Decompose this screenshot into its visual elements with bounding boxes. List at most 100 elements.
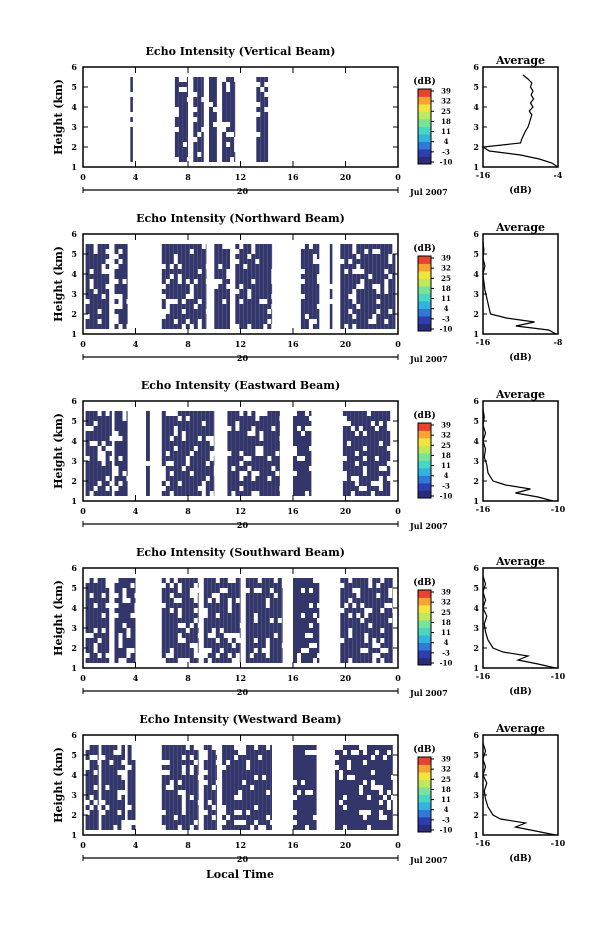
x-tick-label: 0 [395,840,401,850]
echo-cell [364,254,369,259]
echo-cell [113,770,118,775]
echo-cell [203,578,208,583]
echo-cell [93,299,98,304]
echo-cell [97,264,102,269]
echo-cell [264,137,269,142]
echo-cell [372,623,377,628]
echo-cell [222,289,227,294]
echo-cell [215,628,220,633]
echo-cell [230,127,235,132]
echo-cell [203,638,208,643]
echo-cell [387,785,391,790]
echo-cell [308,264,313,269]
echo-cell [300,314,305,319]
echo-cell [226,264,230,269]
echo-cell [165,638,170,643]
echo-cell [348,244,353,249]
echo-cell [309,456,312,461]
echo-cell [130,117,133,122]
echo-cell [312,244,317,249]
echo-cell [209,97,213,102]
echo-cell [213,476,215,481]
echo-block [85,745,99,830]
echo-cell [316,264,320,269]
echo-cell [368,653,373,658]
echo-cell [165,264,170,269]
echo-cell [89,765,94,770]
echo-cell [293,790,297,795]
echo-cell [126,319,128,324]
echo-cell [269,643,274,648]
echo-cell [173,309,178,314]
y-tick-label: 1 [71,663,77,673]
echo-cell [273,598,278,603]
echo-cell [344,304,349,309]
echo-cell [391,805,393,810]
echo-cell [226,309,230,314]
echo-cell [214,254,219,259]
echo-cell [275,421,280,426]
echo-cell [370,446,375,451]
echo-cell [101,284,106,289]
echo-cell [386,471,391,476]
echo-cell [343,770,347,775]
echo-cell [219,638,224,643]
echo-cell [259,324,264,329]
echo-cell [335,820,339,825]
echo-cell [97,658,102,663]
echo-block [245,578,283,663]
echo-cell [227,441,232,446]
echo-cell [117,760,122,765]
echo-cell [297,638,301,643]
echo-cell [305,805,309,810]
echo-cell [185,304,190,309]
echo-cell [165,745,170,750]
echo-cell [255,304,260,309]
echo-cell [352,304,357,309]
echo-cell [114,249,119,254]
echo-cell [329,324,333,329]
echo-cell [279,466,280,471]
echo-cell [117,825,122,830]
echo-cell [181,653,186,658]
echo-cell [222,279,227,284]
echo-cell [101,446,106,451]
echo-cell [97,299,102,304]
echo-cell [114,411,119,416]
echo-cell [165,618,170,623]
average-frame [482,233,559,335]
echo-cell [351,770,355,775]
colorbar-tick-label: -10 [440,158,453,167]
echo-cell [301,765,305,770]
echo-cell [218,289,223,294]
echo-cell [297,471,301,476]
average-y-tick-label: 4 [473,269,479,279]
panel-westward: Echo Intensity (Westward Beam)123456Heig… [52,713,566,865]
average-y-tick-label: 6 [473,229,479,239]
echo-cell [342,486,347,491]
echo-cell [226,299,230,304]
echo-cell [379,795,383,800]
echo-cell [93,491,98,496]
echo-cell [239,431,244,436]
echo-cell [382,421,387,426]
echo-cell [392,588,393,593]
echo-cell [114,451,119,456]
echo-cell [177,309,182,314]
echo-cell [226,279,230,284]
echo-cell [339,820,343,825]
echo-cell [309,648,313,653]
echo-cell [339,805,343,810]
echo-cell [161,436,166,441]
echo-cell [251,284,256,289]
echo-cell [392,304,396,309]
echo-cell [304,324,309,329]
echo-cell [376,613,381,618]
echo-cell [97,765,99,770]
echo-cell [126,461,128,466]
echo-cell [193,810,198,815]
echo-cell [347,750,351,755]
echo-cell [165,466,170,471]
echo-cell [263,304,268,309]
